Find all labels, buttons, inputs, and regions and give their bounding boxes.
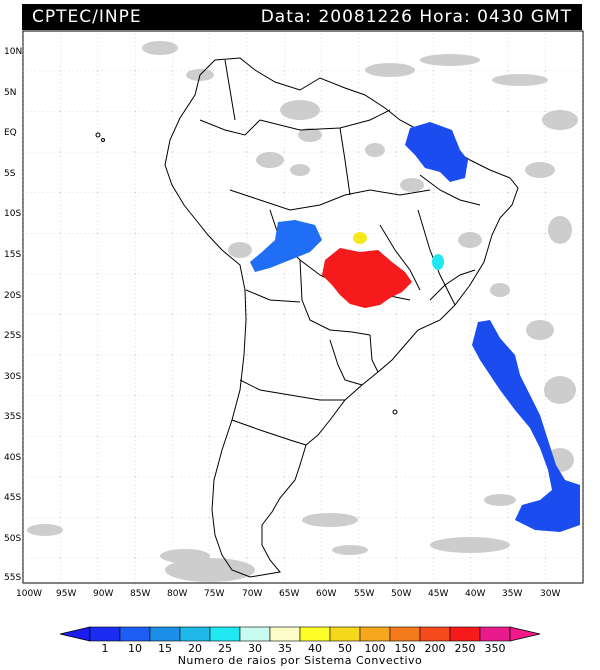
system-red — [322, 248, 412, 308]
color-legend: 1 10 15 20 25 30 35 40 50 100 150 200 250 350 — [59, 626, 541, 655]
system-cyan — [432, 254, 444, 270]
legend-arrow-left — [59, 626, 91, 642]
longitude-axis: 100W 95W 90W 85W 80W 75W 70W 65W 60W 55W… — [16, 589, 560, 599]
lat-label: 55S — [4, 573, 21, 583]
legend-swatch — [239, 626, 271, 642]
lat-label: 50S — [4, 534, 21, 544]
lon-label: 95W — [56, 589, 76, 599]
legend-caption: Numero de raios por Sistema Convectivo — [177, 654, 423, 667]
legend-value-label: 200 — [425, 642, 446, 655]
legend-swatch — [89, 626, 121, 642]
date-time-label: Data: 20081226 Hora: 0430 GMT — [260, 7, 572, 27]
lat-label: 15S — [4, 250, 21, 260]
lon-label: 60W — [316, 589, 336, 599]
legend-swatch — [299, 626, 331, 642]
lon-label: 85W — [130, 589, 150, 599]
lat-label: 30S — [4, 372, 21, 382]
legend-value-label: 250 — [455, 642, 476, 655]
legend-value-label: 15 — [158, 642, 172, 655]
title-bar: CPTEC/INPE Data: 20081226 Hora: 0430 GMT — [22, 4, 582, 30]
legend-swatch — [449, 626, 481, 642]
lat-label: 10S — [4, 209, 21, 219]
lon-label: 30W — [540, 589, 560, 599]
lon-label: 80W — [167, 589, 187, 599]
lat-label: 35S — [4, 412, 21, 422]
legend-value-label: 25 — [218, 642, 232, 655]
lon-label: 40W — [465, 589, 485, 599]
legend-value-label: 20 — [188, 642, 202, 655]
legend-value-label: 100 — [365, 642, 386, 655]
legend-swatch — [419, 626, 451, 642]
legend-swatch — [329, 626, 361, 642]
lon-label: 75W — [204, 589, 224, 599]
lat-label: 40S — [4, 453, 21, 463]
legend-value-label: 350 — [485, 642, 506, 655]
lon-label: 50W — [391, 589, 411, 599]
lon-label: 90W — [93, 589, 113, 599]
legend-swatch — [359, 626, 391, 642]
lon-label: 65W — [279, 589, 299, 599]
legend-swatch — [389, 626, 421, 642]
lon-label: 100W — [16, 589, 42, 599]
legend-value-label: 40 — [308, 642, 322, 655]
legend-swatch — [209, 626, 241, 642]
lat-label: 20S — [4, 291, 21, 301]
legend-value-label: 150 — [395, 642, 416, 655]
cloud-cover — [27, 41, 578, 582]
lat-label: EQ — [4, 128, 17, 138]
lon-label: 70W — [242, 589, 262, 599]
system-atlantic-blue — [472, 320, 580, 532]
legend-value-label: 30 — [248, 642, 262, 655]
legend-swatch — [149, 626, 181, 642]
system-yellow — [353, 232, 367, 244]
lat-label: 45S — [4, 493, 21, 503]
legend-swatch — [179, 626, 211, 642]
lat-label: 5S — [4, 169, 16, 179]
south-america-coastline — [164, 57, 519, 578]
lon-label: 45W — [428, 589, 448, 599]
graticule — [23, 31, 583, 583]
islands — [95, 132, 398, 415]
legend-value-label: 35 — [278, 642, 292, 655]
legend-arrow-right — [509, 626, 541, 642]
lon-label: 55W — [354, 589, 374, 599]
legend-value-label: 50 — [338, 642, 352, 655]
legend-swatch — [269, 626, 301, 642]
legend-value-label: 10 — [128, 642, 142, 655]
lon-label: 35W — [502, 589, 522, 599]
source-label: CPTEC/INPE — [32, 7, 142, 27]
legend-swatch — [119, 626, 151, 642]
convective-systems — [250, 122, 580, 532]
lat-label: 5N — [4, 88, 16, 98]
legend-value-label: 1 — [102, 642, 109, 655]
system-west-blue — [250, 220, 322, 272]
legend-swatch — [479, 626, 511, 642]
system-north-blue — [405, 122, 468, 182]
lat-label: 25S — [4, 331, 21, 341]
latitude-axis: 10N 5N EQ 5S 10S 15S 20S 25S 30S 35S 40S… — [4, 47, 22, 583]
lat-label: 10N — [4, 47, 22, 57]
country-borders — [164, 57, 519, 578]
